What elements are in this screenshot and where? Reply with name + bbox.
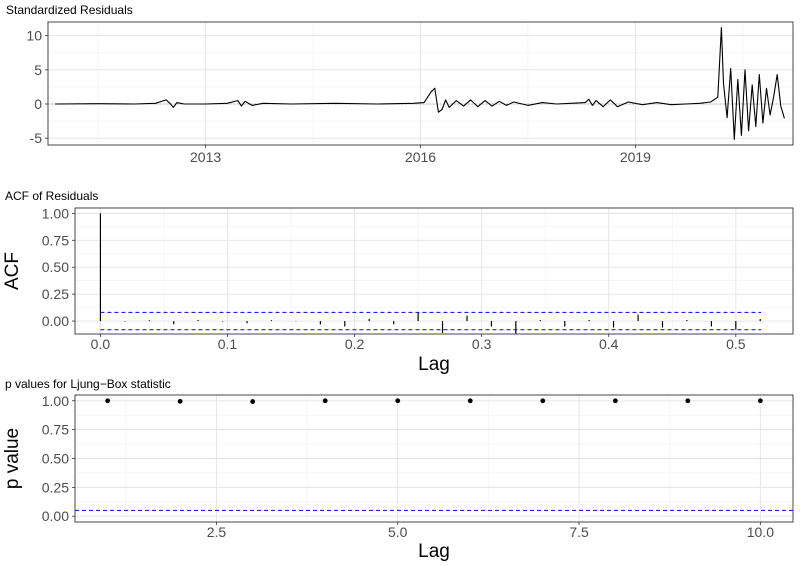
plot-frame — [47, 21, 794, 146]
panel-title: p values for Ljung−Box statistic — [5, 377, 171, 391]
x-tick-label: 0.2 — [345, 336, 365, 352]
p-value-point — [612, 398, 618, 404]
x-tick-label: 2019 — [620, 149, 651, 165]
y-tick-label: 0.50 — [42, 451, 69, 467]
panel-3: p values for Ljung−Box statistic 2.5 5.0 7.… — [2, 377, 794, 562]
x-tick-label: 0.3 — [472, 336, 492, 352]
plot-frame — [74, 394, 794, 523]
y-tick-label: -5 — [30, 130, 43, 146]
plot-frame — [74, 207, 794, 335]
y-tick-label: 0.75 — [42, 422, 69, 438]
y-tick-label: 0.25 — [42, 286, 69, 302]
y-tick-label: 10 — [26, 28, 42, 44]
y-axis-title: p value — [2, 428, 23, 489]
x-tick-label: 7.5 — [569, 524, 589, 540]
x-tick-label: 0.5 — [726, 336, 746, 352]
y-tick-label: 0.75 — [42, 232, 69, 248]
p-value-point — [105, 398, 111, 404]
y-tick-label: 0.00 — [42, 508, 69, 524]
x-tick-label: 5.0 — [388, 524, 408, 540]
y-tick-label: 0.00 — [42, 313, 69, 329]
p-value-point — [322, 398, 328, 404]
p-value-point — [757, 398, 763, 404]
residuals-line — [55, 26, 785, 141]
p-value-point — [685, 398, 691, 404]
x-tick-label: 2013 — [190, 149, 221, 165]
y-tick-label: 5 — [34, 62, 42, 78]
y-tick-label: 0.50 — [42, 259, 69, 275]
x-tick-label: 2.5 — [207, 524, 227, 540]
y-tick-label: 0.25 — [42, 479, 69, 495]
p-value-point — [395, 398, 401, 404]
p-value-point — [250, 399, 256, 404]
y-tick-label: 0 — [34, 96, 42, 112]
y-tick-label: 1.00 — [42, 393, 69, 409]
p-value-point — [467, 398, 473, 404]
x-axis-title: Lag — [418, 541, 450, 562]
p-value-point — [177, 398, 183, 404]
panel-title: ACF of Residuals — [5, 189, 98, 203]
y-tick-label: 1.00 — [42, 205, 69, 221]
y-axis-title: ACF — [2, 252, 23, 290]
x-axis-title: Lag — [418, 354, 450, 375]
panel-title: Standardized Residuals — [6, 3, 133, 17]
panel-1: Standardized Residuals 2013 2016 2019 -5 0 5 10 — [6, 3, 794, 165]
x-tick-label: 10.0 — [747, 524, 774, 540]
panel-2: ACF of Residuals 0.0 0.1 0.2 0.3 0.4 0.5 0.00 0.… — [2, 189, 794, 375]
x-tick-label: 0.4 — [599, 336, 619, 352]
x-tick-label: 0.1 — [218, 336, 238, 352]
p-value-point — [540, 398, 546, 404]
x-tick-label: 0.0 — [91, 336, 111, 352]
x-tick-label: 2016 — [405, 149, 436, 165]
